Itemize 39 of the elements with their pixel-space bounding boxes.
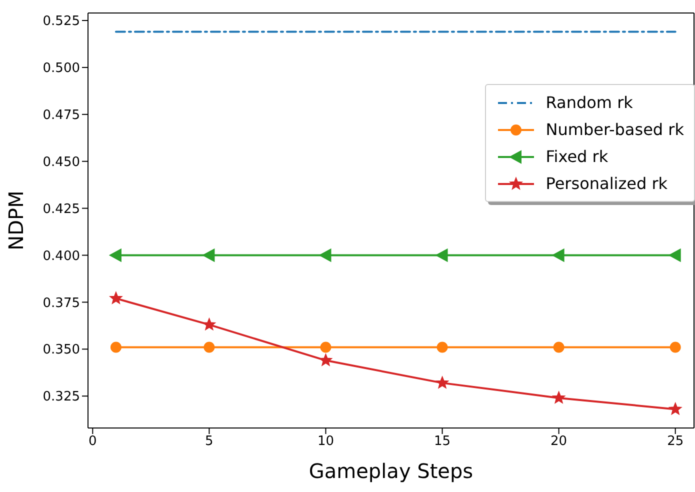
point [553, 342, 564, 353]
point [320, 354, 332, 366]
x-tick-label: 15 [434, 434, 451, 450]
point [552, 248, 564, 262]
y-tick-label: 0.325 [42, 390, 80, 405]
point [110, 292, 122, 304]
point [669, 402, 682, 415]
y-tick-label: 0.475 [42, 108, 80, 124]
point [319, 248, 332, 262]
point [670, 342, 681, 353]
y-tick-label: 0.350 [42, 342, 80, 358]
legend-label: Number-based rk [546, 120, 684, 139]
point [668, 248, 681, 262]
point [202, 248, 215, 262]
y-tick-label: 0.425 [42, 202, 80, 217]
point [552, 391, 566, 404]
point [110, 342, 122, 353]
x-tick-label: 10 [317, 434, 334, 450]
x-tick-label: 5 [205, 434, 214, 450]
point [436, 376, 448, 388]
x-tick-label: 20 [550, 434, 568, 450]
legend-label: Personalized rk [546, 174, 668, 193]
legend-label: Fixed rk [546, 147, 608, 166]
y-axis-title: NDPM [4, 190, 28, 250]
point [204, 342, 215, 353]
y-tick-label: 0.400 [42, 248, 80, 264]
y-tick-label: 0.450 [42, 154, 80, 170]
point [320, 342, 332, 353]
legend-label: Random rk [546, 93, 633, 112]
y-tick-label: 0.500 [42, 61, 80, 76]
x-tick-label: 0 [88, 434, 97, 450]
x-axis-title: Gameplay Steps [308, 459, 474, 483]
point [109, 248, 122, 262]
point [436, 248, 448, 262]
point [436, 342, 448, 353]
x-tick-label: 25 [667, 434, 684, 450]
y-tick-label: 0.375 [42, 296, 80, 311]
point [202, 318, 216, 330]
y-tick-label: 0.525 [42, 14, 80, 30]
